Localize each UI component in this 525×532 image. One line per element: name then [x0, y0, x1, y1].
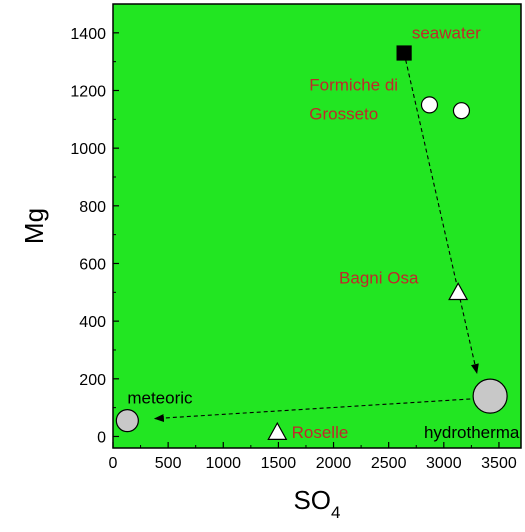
point-formiche-1	[420, 96, 439, 114]
y-axis-title: Mg	[19, 208, 49, 244]
y-tick-label: 1000	[70, 141, 106, 158]
point-meteoric	[115, 409, 139, 433]
x-axis-title-subscript: 4	[331, 503, 340, 522]
annotation-label: Grosseto	[309, 104, 378, 123]
x-tick-label: 2500	[371, 455, 407, 472]
x-axis-title-main: SO	[293, 485, 331, 515]
point-roselle	[267, 421, 288, 440]
plot-area	[113, 4, 521, 448]
y-tick-label: 400	[79, 314, 106, 331]
point-hydrothermal	[472, 378, 508, 414]
y-tick-label: 1400	[70, 26, 106, 43]
x-tick-label: 1000	[205, 455, 241, 472]
x-tick-label: 0	[109, 455, 118, 472]
y-tick-label: 200	[79, 372, 106, 389]
y-tick-label: 1200	[70, 83, 106, 100]
annotation-label: meteoric	[127, 388, 193, 407]
x-tick-label: 2000	[316, 455, 352, 472]
plot-frame	[112, 3, 522, 449]
annotation-label: hydrotherma	[424, 423, 520, 442]
x-tick-label: 3000	[426, 455, 462, 472]
trend-arrow	[403, 52, 479, 375]
y-tick-label: 600	[79, 256, 106, 273]
y-tick-label: 800	[79, 199, 106, 216]
annotation-label: seawater	[412, 24, 481, 43]
trend-arrow	[153, 398, 471, 423]
x-tick-label: 500	[155, 455, 182, 472]
x-tick-label: 3500	[481, 455, 517, 472]
annotation-label: Formiche di	[309, 75, 398, 94]
point-seawater	[396, 45, 412, 61]
x-axis-title: SO4	[293, 485, 340, 522]
point-bagni-osa	[448, 282, 469, 301]
annotation-label: Roselle	[292, 423, 349, 442]
annotation-label: Bagni Osa	[339, 269, 419, 288]
x-tick-label: 1500	[261, 455, 297, 472]
y-tick-label: 0	[97, 429, 106, 446]
point-formiche-2	[452, 102, 471, 120]
